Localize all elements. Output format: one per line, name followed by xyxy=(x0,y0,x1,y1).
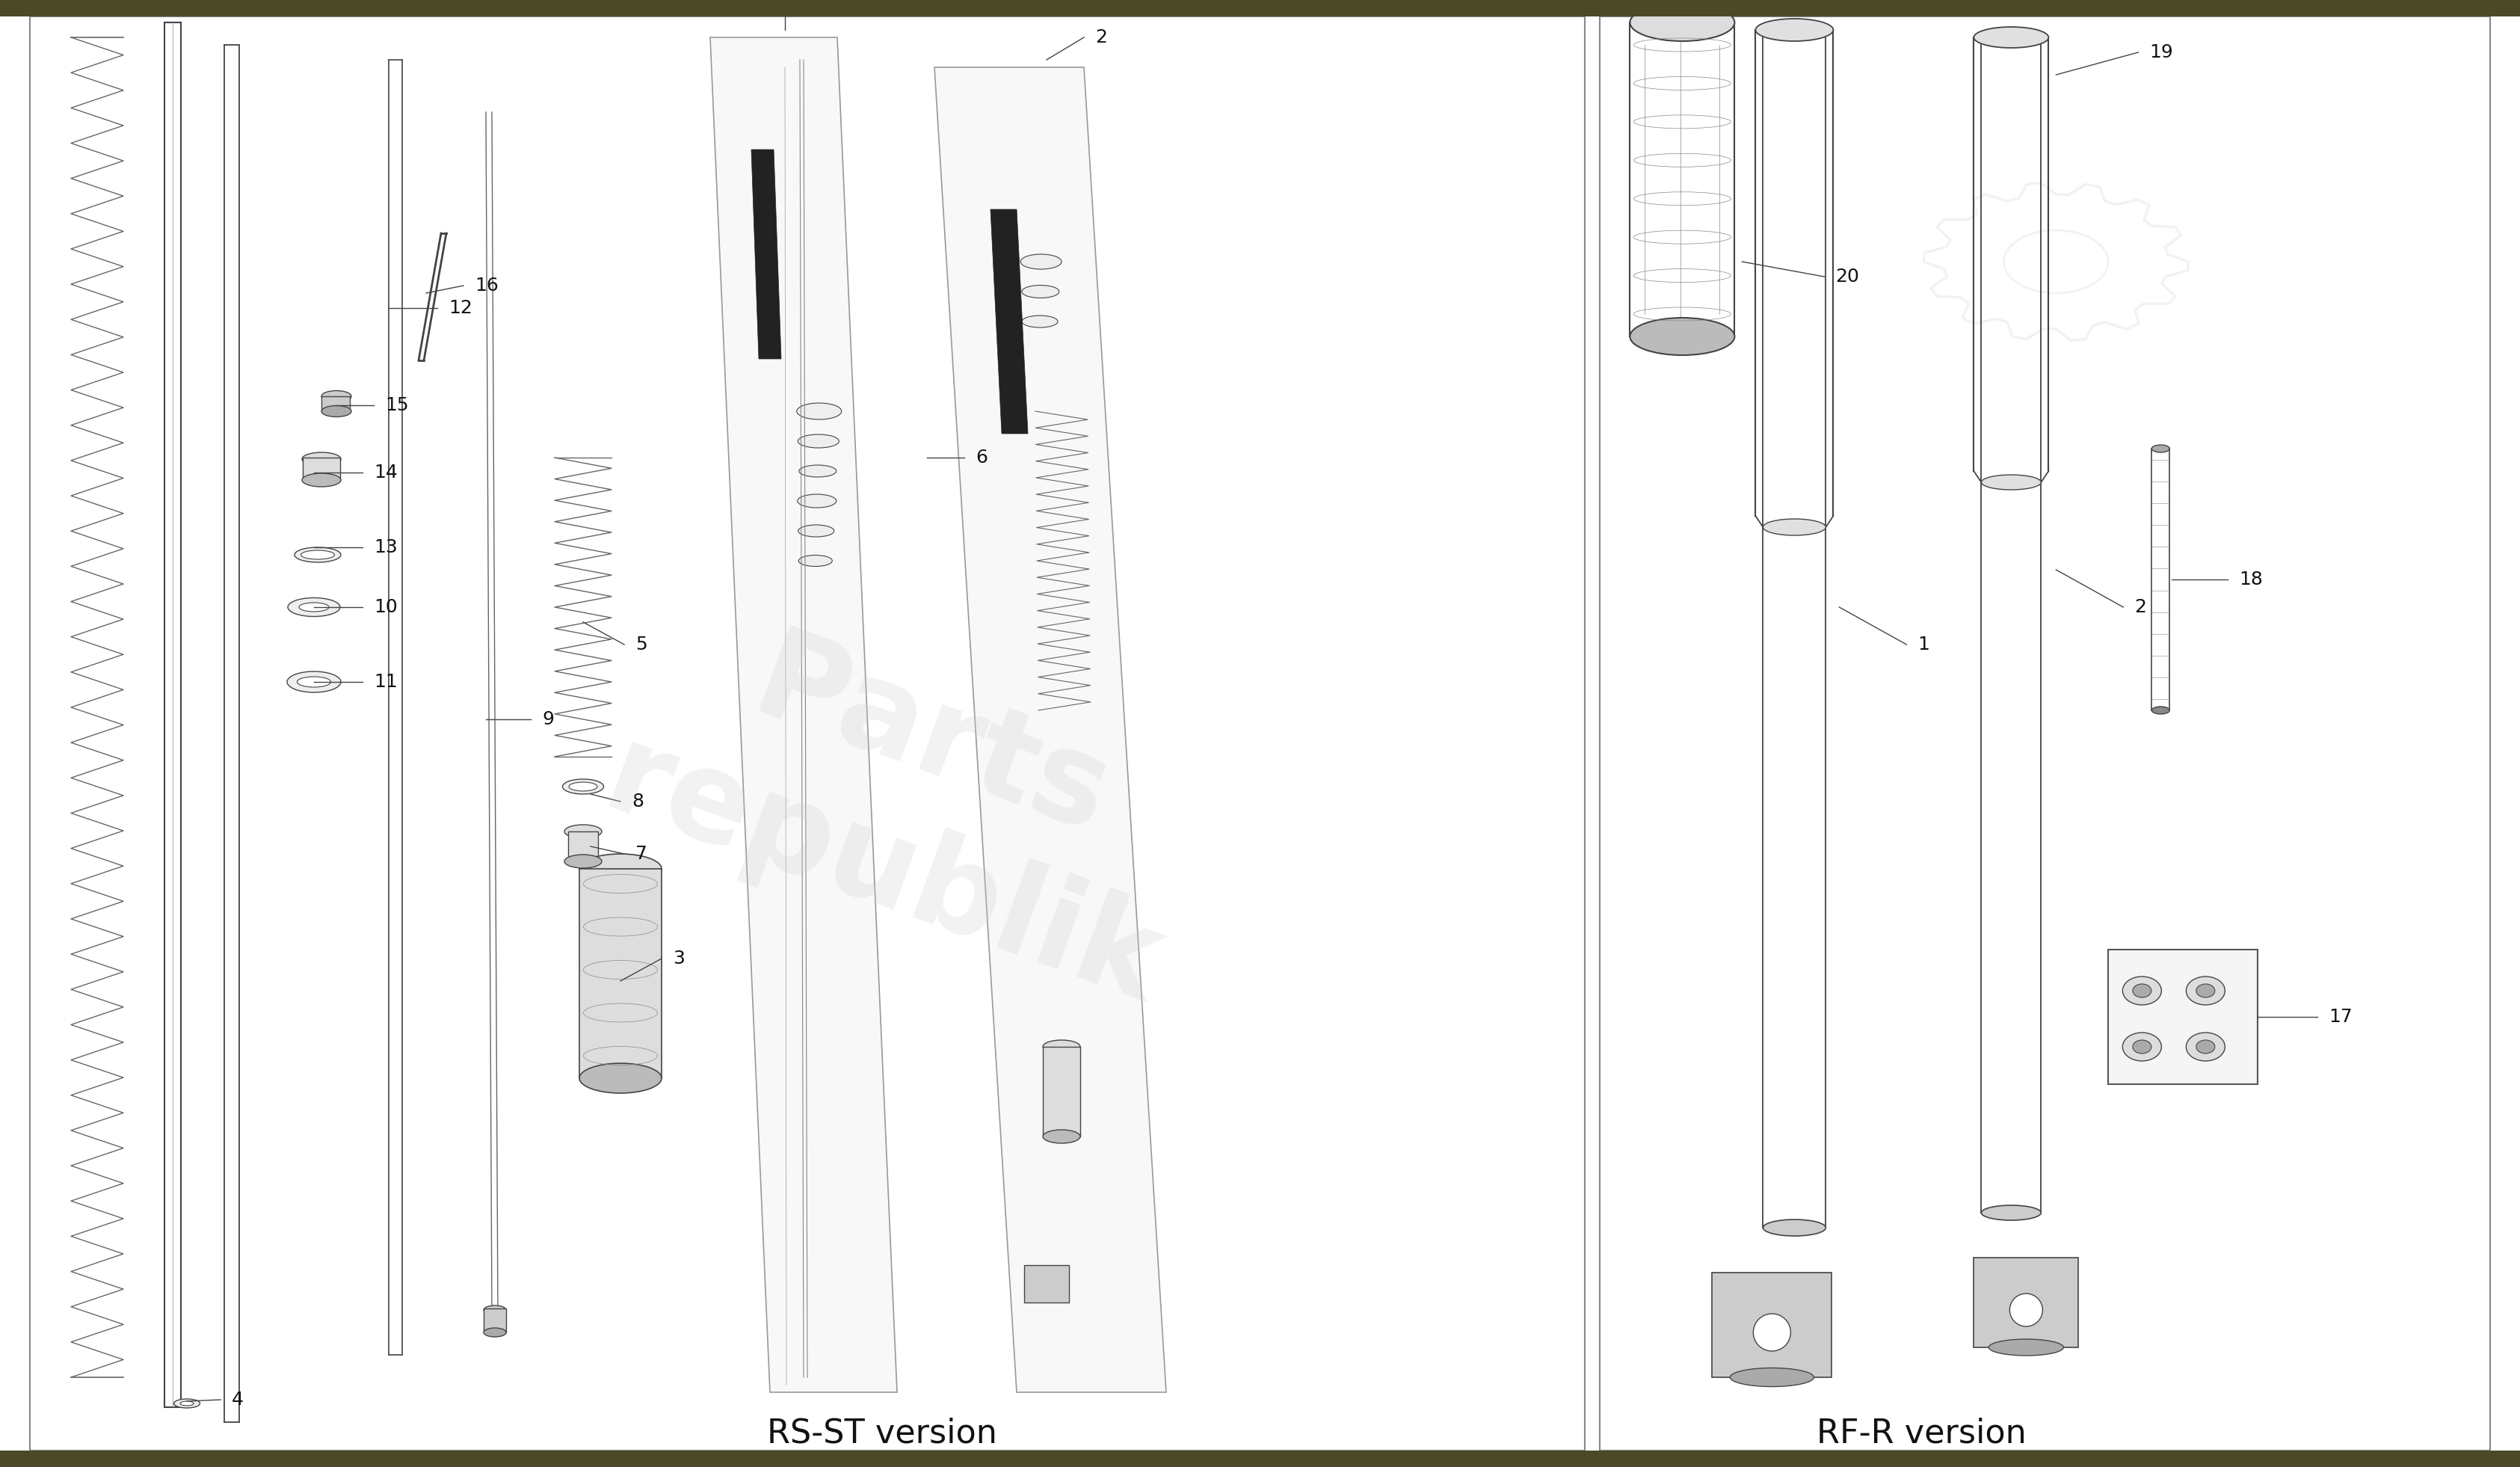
Ellipse shape xyxy=(1630,318,1734,355)
Text: RF-R version: RF-R version xyxy=(1817,1417,2026,1449)
Polygon shape xyxy=(751,150,781,359)
Ellipse shape xyxy=(484,1328,507,1336)
Ellipse shape xyxy=(799,555,832,566)
Text: 13: 13 xyxy=(373,538,398,556)
Ellipse shape xyxy=(323,390,350,402)
Ellipse shape xyxy=(799,465,837,477)
Text: 1: 1 xyxy=(796,3,809,21)
Ellipse shape xyxy=(2197,1040,2215,1053)
Ellipse shape xyxy=(295,547,340,562)
Bar xyxy=(1043,1047,1081,1137)
Ellipse shape xyxy=(1021,254,1061,268)
Ellipse shape xyxy=(564,824,602,838)
Bar xyxy=(1973,1257,2079,1347)
Bar xyxy=(484,1309,507,1332)
Ellipse shape xyxy=(580,854,663,883)
Ellipse shape xyxy=(1630,4,1734,41)
Ellipse shape xyxy=(2197,984,2215,998)
Ellipse shape xyxy=(1756,19,1832,41)
Ellipse shape xyxy=(300,550,335,559)
Text: 15: 15 xyxy=(386,396,408,414)
Bar xyxy=(0,1451,2520,1467)
Text: 1: 1 xyxy=(1918,635,1930,653)
Polygon shape xyxy=(711,37,897,1392)
Circle shape xyxy=(2008,1294,2044,1326)
Bar xyxy=(2109,949,2258,1084)
Bar xyxy=(302,458,340,480)
Polygon shape xyxy=(990,210,1028,434)
Ellipse shape xyxy=(484,1306,507,1314)
Ellipse shape xyxy=(1973,26,2049,48)
Ellipse shape xyxy=(1731,1367,1814,1386)
Ellipse shape xyxy=(2152,707,2170,714)
Ellipse shape xyxy=(2122,977,2162,1005)
Text: RS-ST version: RS-ST version xyxy=(766,1417,998,1449)
Ellipse shape xyxy=(1023,315,1058,327)
Text: 20: 20 xyxy=(1835,267,1860,286)
Circle shape xyxy=(1754,1314,1792,1351)
Ellipse shape xyxy=(1764,519,1827,535)
Ellipse shape xyxy=(2132,1040,2152,1053)
Ellipse shape xyxy=(300,603,330,612)
Ellipse shape xyxy=(580,1064,663,1093)
Text: 2: 2 xyxy=(2134,599,2147,616)
Ellipse shape xyxy=(1981,475,2041,490)
Ellipse shape xyxy=(287,672,340,692)
Text: 2: 2 xyxy=(1096,28,1106,47)
Ellipse shape xyxy=(796,494,837,508)
Ellipse shape xyxy=(323,406,350,417)
Ellipse shape xyxy=(2187,1033,2225,1061)
Bar xyxy=(0,0,2520,16)
Text: 16: 16 xyxy=(474,277,499,295)
Text: Parts
republik: Parts republik xyxy=(590,584,1225,1030)
Ellipse shape xyxy=(1764,1219,1827,1237)
Text: 8: 8 xyxy=(633,792,643,810)
Bar xyxy=(30,16,1585,1451)
Text: 14: 14 xyxy=(373,464,398,481)
Ellipse shape xyxy=(2187,977,2225,1005)
Text: 12: 12 xyxy=(449,299,471,317)
Text: 5: 5 xyxy=(635,635,648,653)
Ellipse shape xyxy=(2122,1033,2162,1061)
Bar xyxy=(1600,16,2490,1451)
Ellipse shape xyxy=(1988,1339,2064,1356)
Ellipse shape xyxy=(799,525,834,537)
Ellipse shape xyxy=(302,474,340,487)
Ellipse shape xyxy=(287,597,340,616)
Bar xyxy=(580,868,663,1078)
Ellipse shape xyxy=(562,779,605,794)
Ellipse shape xyxy=(174,1400,199,1408)
Text: 17: 17 xyxy=(2328,1008,2354,1025)
Bar xyxy=(1711,1272,1832,1378)
Ellipse shape xyxy=(796,403,842,420)
Polygon shape xyxy=(935,67,1167,1392)
Ellipse shape xyxy=(799,434,839,447)
Ellipse shape xyxy=(297,676,330,687)
Bar xyxy=(567,832,597,861)
Text: 10: 10 xyxy=(373,599,398,616)
Bar xyxy=(1023,1265,1068,1303)
Text: 9: 9 xyxy=(542,710,554,728)
Bar xyxy=(323,396,350,411)
Ellipse shape xyxy=(1043,1040,1081,1053)
Text: 3: 3 xyxy=(673,949,685,968)
Ellipse shape xyxy=(570,782,597,791)
Text: 4: 4 xyxy=(232,1391,244,1408)
Ellipse shape xyxy=(1981,1206,2041,1221)
Text: 19: 19 xyxy=(2150,44,2172,62)
Ellipse shape xyxy=(564,855,602,868)
Ellipse shape xyxy=(2152,445,2170,452)
Ellipse shape xyxy=(302,452,340,467)
Ellipse shape xyxy=(179,1401,194,1405)
Text: 6: 6 xyxy=(975,449,988,467)
Text: 18: 18 xyxy=(2240,571,2263,588)
Text: 7: 7 xyxy=(635,845,648,863)
Ellipse shape xyxy=(1021,285,1058,298)
Ellipse shape xyxy=(2132,984,2152,998)
Ellipse shape xyxy=(1043,1130,1081,1143)
Text: 11: 11 xyxy=(373,673,398,691)
